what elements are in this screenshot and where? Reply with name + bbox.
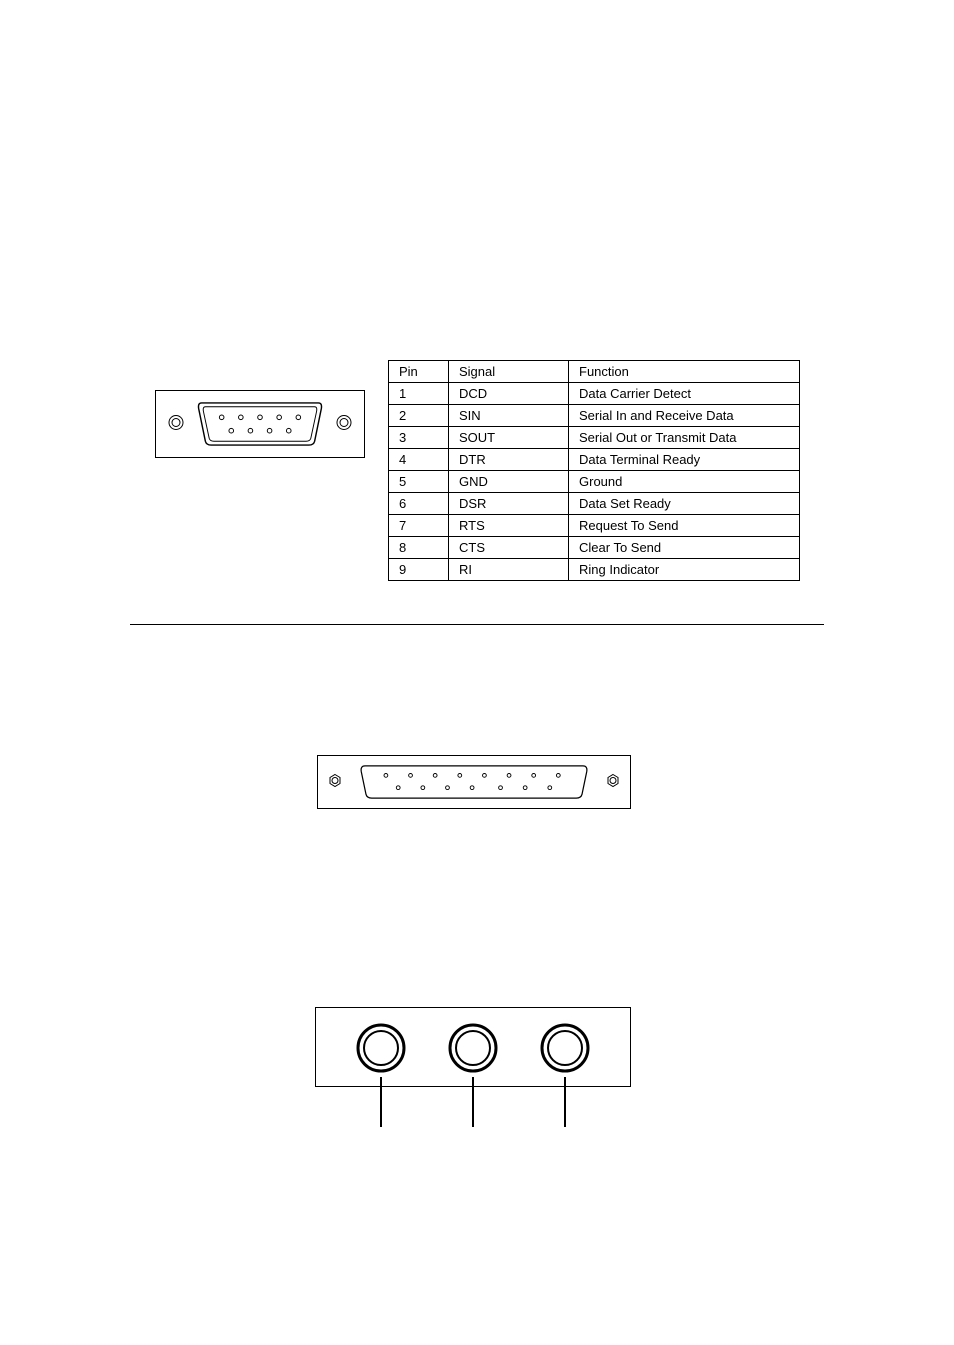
cell-pin: 1 <box>389 383 449 405</box>
leader-line <box>472 1077 474 1127</box>
cell-signal: RTS <box>449 515 569 537</box>
audio-jack-icon <box>540 1023 590 1073</box>
table-header-row: Pin Signal Function <box>389 361 800 383</box>
table-row: 9RIRing Indicator <box>389 559 800 581</box>
screw-icon <box>606 774 620 791</box>
cell-pin: 2 <box>389 405 449 427</box>
cell-func: Ring Indicator <box>569 559 800 581</box>
cell-pin: 9 <box>389 559 449 581</box>
cell-func: Ground <box>569 471 800 493</box>
leader-line <box>564 1077 566 1127</box>
table-row: 6DSRData Set Ready <box>389 493 800 515</box>
cell-signal: SIN <box>449 405 569 427</box>
cell-func: Data Carrier Detect <box>569 383 800 405</box>
com1-pin-table: Pin Signal Function 1DCDData Carrier Det… <box>388 360 800 581</box>
cell-func: Serial In and Receive Data <box>569 405 800 427</box>
cell-signal: GND <box>449 471 569 493</box>
cell-pin: 3 <box>389 427 449 449</box>
cell-func: Data Set Ready <box>569 493 800 515</box>
cell-func: Serial Out or Transmit Data <box>569 427 800 449</box>
screw-icon <box>336 415 352 434</box>
cell-signal: DCD <box>449 383 569 405</box>
table-row: 8CTSClear To Send <box>389 537 800 559</box>
table-row: 5GNDGround <box>389 471 800 493</box>
table-row: 7RTSRequest To Send <box>389 515 800 537</box>
db9-shell-icon <box>194 401 326 447</box>
com1-connector-diagram <box>155 390 365 458</box>
table-header: Pin <box>389 361 449 383</box>
table-row: 2SINSerial In and Receive Data <box>389 405 800 427</box>
cell-pin: 8 <box>389 537 449 559</box>
table-header: Function <box>569 361 800 383</box>
cell-pin: 5 <box>389 471 449 493</box>
table-header: Signal <box>449 361 569 383</box>
db15-connector-diagram <box>317 755 631 809</box>
cell-func: Clear To Send <box>569 537 800 559</box>
cell-signal: SOUT <box>449 427 569 449</box>
section-divider <box>130 624 824 625</box>
cell-func: Request To Send <box>569 515 800 537</box>
audio-jacks-diagram <box>315 1007 631 1087</box>
cell-pin: 7 <box>389 515 449 537</box>
screw-icon <box>168 415 184 434</box>
cell-signal: DTR <box>449 449 569 471</box>
table-row: 4DTRData Terminal Ready <box>389 449 800 471</box>
cell-pin: 4 <box>389 449 449 471</box>
screw-icon <box>328 774 342 791</box>
leader-line <box>380 1077 382 1127</box>
db15-shell-icon <box>352 764 596 800</box>
table-row: 1DCDData Carrier Detect <box>389 383 800 405</box>
audio-jack-icon <box>448 1023 498 1073</box>
cell-func: Data Terminal Ready <box>569 449 800 471</box>
audio-jack-icon <box>356 1023 406 1073</box>
table-row: 3SOUTSerial Out or Transmit Data <box>389 427 800 449</box>
cell-signal: RI <box>449 559 569 581</box>
cell-signal: DSR <box>449 493 569 515</box>
document-page: Pin Signal Function 1DCDData Carrier Det… <box>0 0 954 1345</box>
cell-signal: CTS <box>449 537 569 559</box>
cell-pin: 6 <box>389 493 449 515</box>
